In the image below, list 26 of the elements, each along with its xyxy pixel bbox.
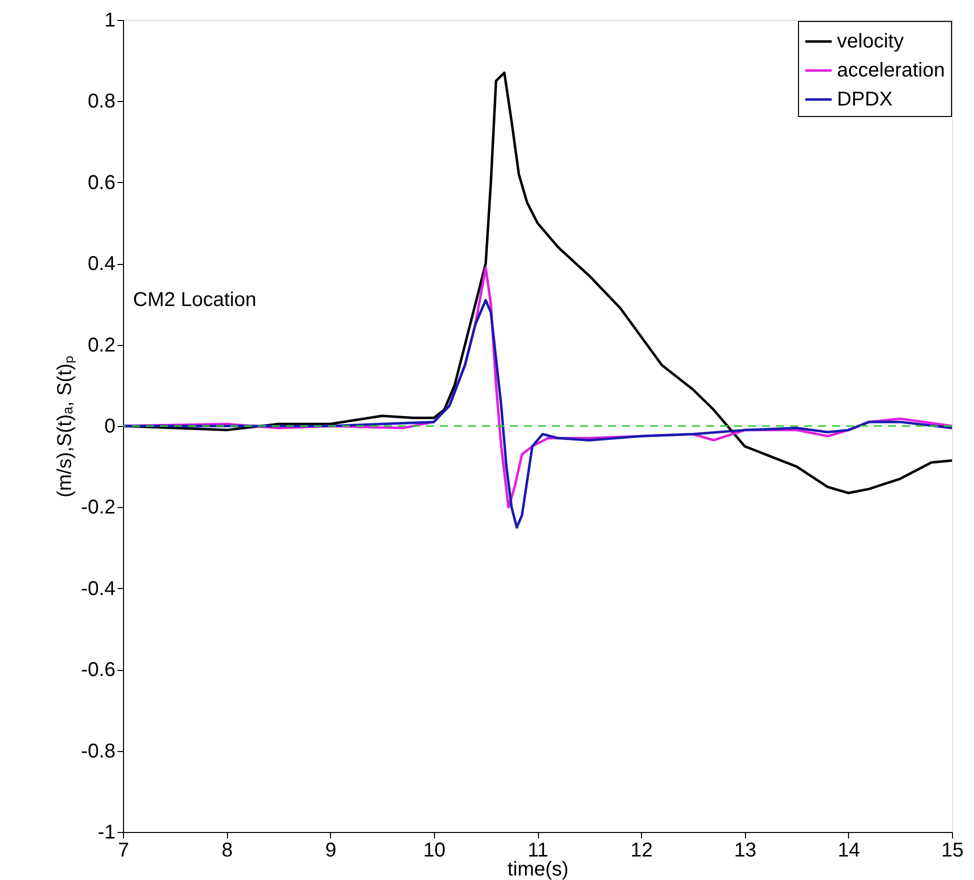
x-tick-label: 7	[118, 840, 130, 862]
y-tick-label: 1	[104, 10, 116, 32]
y-axis-title: (m/s),S(t)ₐ, S(t)ₚ	[54, 355, 76, 498]
x-tick-label: 9	[325, 840, 336, 862]
y-tick-label: -0.2	[81, 496, 116, 519]
y-tick-label: -0.4	[81, 578, 116, 600]
y-tick-label: -0.8	[81, 740, 116, 762]
y-tick-label: 0.8	[88, 90, 116, 113]
y-tick-label: 0.4	[88, 253, 116, 276]
legend-label: DPDX	[837, 88, 893, 110]
x-tick-label: 8	[222, 840, 233, 862]
y-tick-label: -1	[98, 822, 116, 844]
legend-label: acceleration	[837, 60, 945, 82]
x-tick-label: 15	[941, 840, 964, 862]
x-tick-label: 13	[734, 840, 756, 862]
x-tick-label: 14	[838, 840, 860, 862]
x-axis-title: time(s)	[507, 858, 569, 880]
y-tick-label: -0.6	[81, 659, 116, 682]
annotation: CM2 Location	[133, 289, 256, 311]
legend-label: velocity	[837, 30, 904, 52]
y-tick-label: 0	[104, 416, 116, 438]
x-tick-label: 11	[528, 840, 548, 862]
y-tick-label: 0.2	[88, 334, 116, 356]
y-tick-label: 0.6	[88, 172, 116, 194]
x-tick-label: 12	[630, 840, 653, 862]
x-tick-label: 10	[423, 840, 446, 862]
